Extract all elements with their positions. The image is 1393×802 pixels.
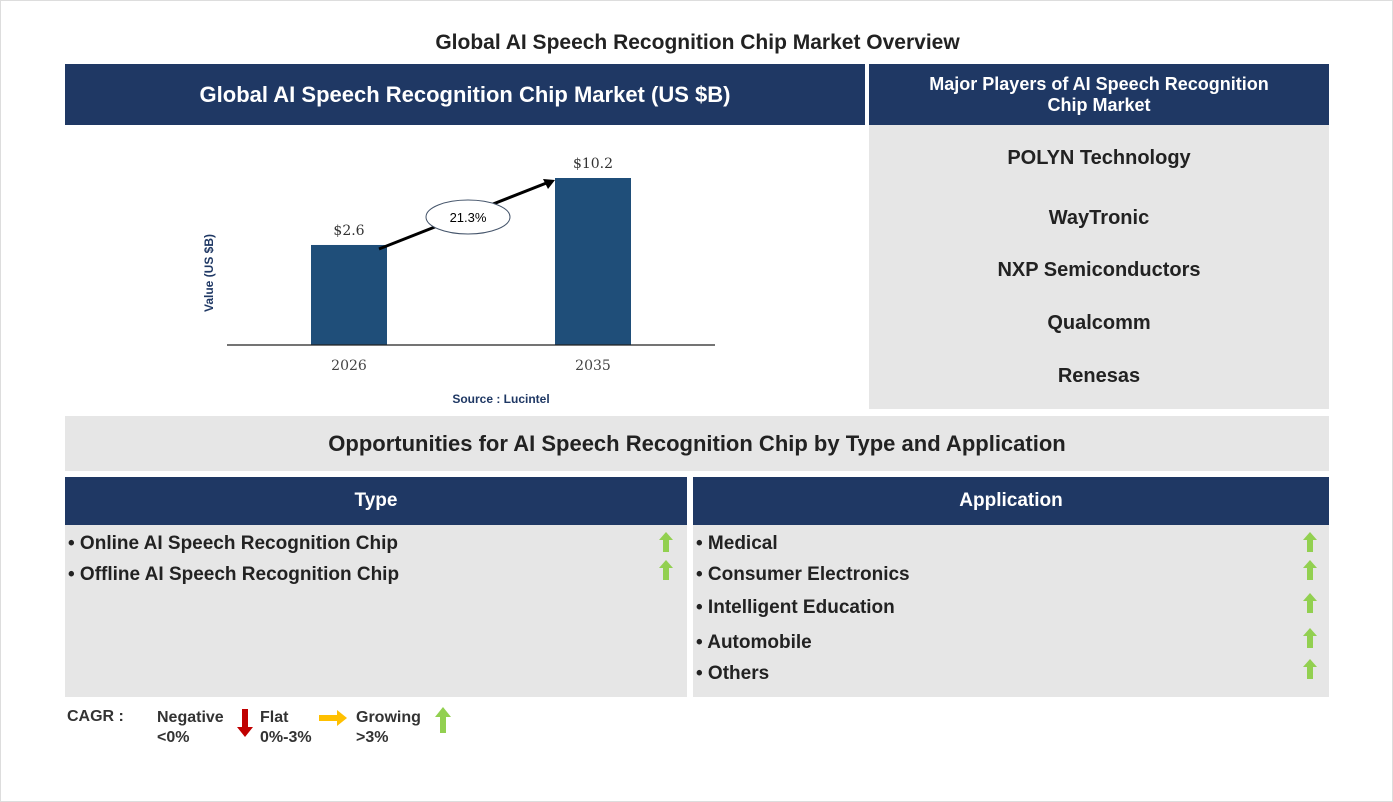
negative-range: <0% xyxy=(157,729,190,746)
up-arrow-icon xyxy=(659,560,673,580)
flat-range: 0%-3% xyxy=(260,729,312,746)
bar-2035 xyxy=(555,178,631,345)
cagr-value: 21.3% xyxy=(450,210,487,225)
application-panel xyxy=(693,525,1329,697)
player-item: POLYN Technology xyxy=(1007,147,1191,169)
down-arrow-icon xyxy=(237,709,253,737)
source-text: Source : Lucintel xyxy=(452,392,549,406)
y-axis-label: Value (US $B) xyxy=(202,234,216,312)
players-panel xyxy=(869,125,1329,409)
x-tick-label: 2026 xyxy=(331,358,367,374)
application-item: • Automobile xyxy=(696,632,812,653)
x-tick-label: 2035 xyxy=(575,358,611,374)
negative-label: Negative xyxy=(157,709,224,726)
application-item: • Intelligent Education xyxy=(696,597,895,618)
up-arrow-icon xyxy=(435,707,451,733)
legend-flat: Flat 0%-3% xyxy=(260,708,312,748)
player-item: Qualcomm xyxy=(1047,312,1151,334)
up-arrow-icon xyxy=(1303,628,1317,648)
up-arrow-icon xyxy=(659,532,673,552)
player-item: Renesas xyxy=(1057,365,1141,387)
type-header: Type xyxy=(65,477,687,525)
type-panel xyxy=(65,525,687,697)
application-item: • Others xyxy=(696,663,770,684)
growing-label: Growing xyxy=(356,709,421,726)
up-arrow-icon xyxy=(1303,560,1317,580)
bar-chart: Value (US $B) $2.6 2026 $10.2 2035 21.3% Sou… xyxy=(202,156,715,406)
up-arrow-icon xyxy=(1303,659,1317,679)
up-arrow-icon xyxy=(1303,532,1317,552)
flat-label: Flat xyxy=(260,709,289,726)
page-title: Global AI Speech Recognition Chip Market… xyxy=(435,31,960,54)
growing-range: >3% xyxy=(356,729,389,746)
type-item: • Offline AI Speech Recognition Chip xyxy=(68,564,400,585)
players-header: Major Players of AI Speech Recognition C… xyxy=(869,64,1329,125)
legend-negative: Negative <0% xyxy=(157,708,224,748)
opportunities-header: Opportunities for AI Speech Recognition … xyxy=(65,416,1329,471)
chart-header: Global AI Speech Recognition Chip Market… xyxy=(65,64,865,125)
legend-growing: Growing >3% xyxy=(356,708,421,748)
player-item: WayTronic xyxy=(1048,207,1150,229)
type-item: • Online AI Speech Recognition Chip xyxy=(68,533,399,554)
player-item: NXP Semiconductors xyxy=(997,259,1201,281)
right-arrow-icon xyxy=(319,710,347,726)
application-item: • Consumer Electronics xyxy=(696,564,910,585)
cagr-label: CAGR : xyxy=(67,708,124,725)
up-arrow-icon xyxy=(1303,593,1317,613)
data-label: $2.6 xyxy=(333,223,364,239)
arrow-head xyxy=(543,179,555,189)
bar-2026 xyxy=(311,244,387,345)
application-header: Application xyxy=(693,477,1329,525)
cagr-bubble xyxy=(425,199,511,235)
data-label: $10.2 xyxy=(573,156,613,172)
application-item: • Medical xyxy=(696,533,778,554)
